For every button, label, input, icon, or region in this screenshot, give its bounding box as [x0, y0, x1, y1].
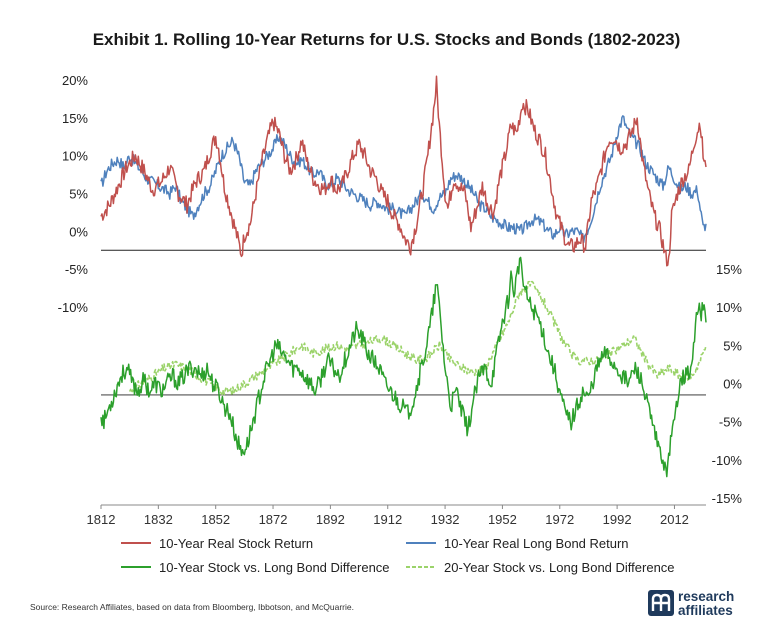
right-tick-label: -5%: [719, 415, 743, 430]
x-tick-label: 1892: [316, 512, 345, 527]
left-tick-label: 20%: [62, 73, 88, 88]
x-tick-label: 2012: [660, 512, 689, 527]
source-note: Source: Research Affiliates, based on da…: [30, 602, 354, 612]
logo-text-affiliates: affiliates: [678, 603, 733, 618]
right-tick-label: 0%: [723, 377, 742, 392]
right-tick-label: 15%: [716, 262, 742, 277]
series-20yr-difference-line: [128, 280, 707, 397]
x-tick-label: 1912: [373, 512, 402, 527]
right-tick-label: -15%: [712, 491, 743, 506]
x-axis: 1812 1832 1852 1872 1892 1912 1932 1952 1972 1992…: [87, 504, 706, 527]
x-tick-label: 1992: [603, 512, 632, 527]
legend: 10-Year Real Stock Return 10-Year Real Lo…: [121, 536, 675, 575]
right-tick-label: 10%: [716, 300, 742, 315]
left-tick-label: -10%: [58, 300, 89, 315]
right-tick-label: -10%: [712, 453, 743, 468]
series-bond-return-line: [100, 115, 707, 244]
x-tick-label: 1812: [87, 512, 116, 527]
right-tick-label: 5%: [723, 338, 742, 353]
legend-label: 10-Year Real Long Bond Return: [444, 536, 629, 551]
left-tick-label: 5%: [69, 187, 88, 202]
ra-logo-icon: [648, 590, 674, 616]
legend-label: 20-Year Stock vs. Long Bond Difference: [444, 560, 675, 575]
x-tick-label: 1852: [201, 512, 230, 527]
legend-label: 10-Year Real Stock Return: [159, 536, 313, 551]
x-tick-label: 1932: [431, 512, 460, 527]
right-axis: 15% 10% 5% 0% -5% -10% -15%: [712, 262, 743, 506]
left-tick-label: 10%: [62, 149, 88, 164]
x-tick-label: 1952: [488, 512, 517, 527]
left-tick-label: 0%: [69, 224, 88, 239]
x-tick-label: 1832: [144, 512, 173, 527]
x-tick-label: 1872: [259, 512, 288, 527]
logo-text-research: research: [678, 589, 735, 604]
series-10yr-difference-line: [100, 256, 707, 478]
left-tick-label: -5%: [65, 262, 89, 277]
left-axis: 20% 15% 10% 5% 0% -5% -10%: [58, 73, 89, 315]
legend-label: 10-Year Stock vs. Long Bond Difference: [159, 560, 390, 575]
x-tick-label: 1972: [545, 512, 574, 527]
logo: research affiliates: [648, 588, 763, 624]
plot-lines: [100, 75, 707, 478]
chart-title: Exhibit 1. Rolling 10-Year Returns for U…: [92, 30, 681, 49]
left-tick-label: 15%: [62, 111, 88, 126]
series-stock-return-line: [100, 75, 707, 267]
